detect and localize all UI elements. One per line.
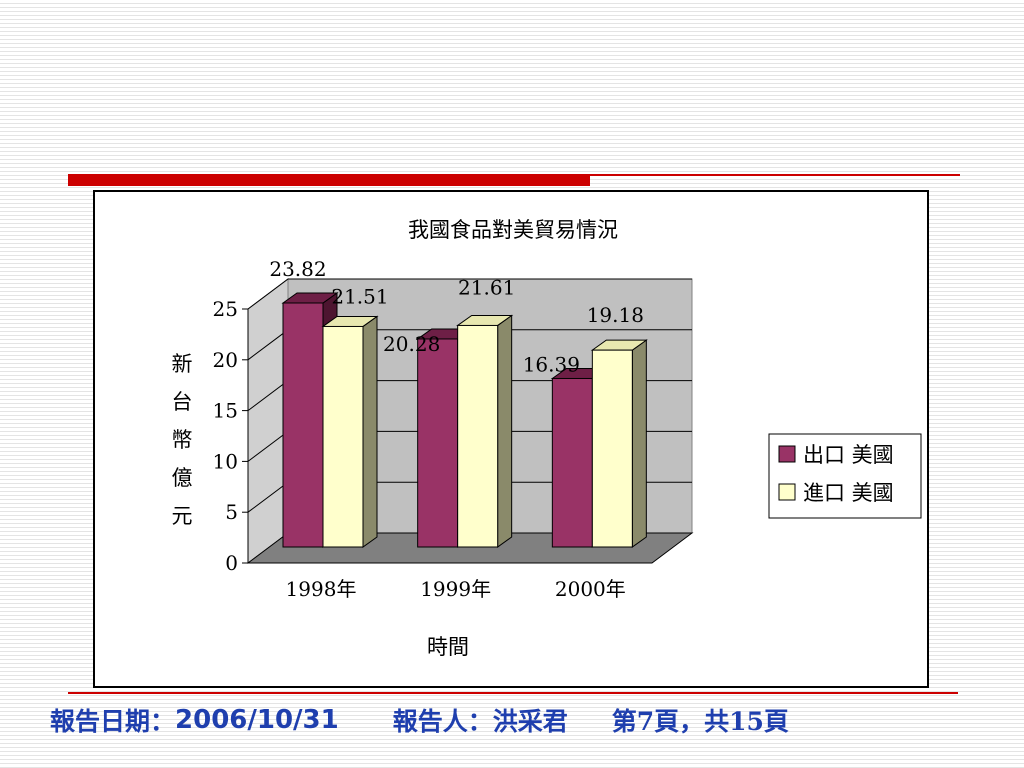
y-tick-label: 25 (213, 297, 238, 321)
y-axis-label-char: 新 (172, 352, 193, 376)
y-tick-label: 20 (213, 348, 238, 372)
chart-frame: 0 5 10 15 20 25 23.82 21.51 1998年 20.28 21.61 1999年… (93, 190, 929, 688)
data-label: 23.82 (269, 257, 326, 281)
footer: 報告日期： 2006/10/31 報告人：洪采君 第7頁，共15頁 (50, 698, 789, 742)
gridline (247, 278, 692, 310)
data-label: 21.61 (458, 275, 515, 299)
y-tick-label: 0 (225, 551, 238, 575)
bar (591, 349, 633, 548)
report-date-value: 2006/10/31 (175, 705, 339, 735)
data-label: 19.18 (587, 303, 644, 327)
chart-title: 我國食品對美貿易情況 (408, 218, 618, 242)
data-label: 21.51 (331, 284, 388, 308)
y-tick-label: 15 (213, 399, 238, 423)
y-tick-label: 10 (213, 449, 238, 473)
bar-side (631, 339, 647, 548)
reporter: 報告人：洪采君 (392, 707, 568, 736)
data-label: 20.28 (383, 332, 440, 356)
y-axis-label-char: 元 (172, 504, 193, 528)
bar-side (497, 314, 513, 548)
top-accent-bar (68, 174, 590, 186)
x-axis-label: 時間 (427, 635, 469, 659)
plot-side-wall (247, 278, 289, 564)
bar-side (362, 315, 378, 548)
bar (282, 302, 324, 548)
x-tick-label: 1998年 (286, 577, 357, 601)
legend-swatch (778, 483, 796, 501)
legend-swatch (778, 445, 796, 463)
legend-label: 進口 美國 (803, 481, 894, 505)
y-tick-label: 5 (225, 500, 238, 524)
y-axis-label-char: 台 (172, 390, 193, 414)
legend-label: 出口 美國 (803, 443, 894, 467)
top-accent-line (590, 174, 960, 176)
page-indicator: 第7頁，共15頁 (611, 707, 789, 736)
bar (551, 377, 593, 548)
y-axis-label-char: 億 (172, 466, 193, 490)
bar (417, 338, 459, 548)
data-label: 16.39 (523, 352, 580, 376)
bar (322, 325, 364, 548)
x-tick-label: 2000年 (555, 577, 626, 601)
y-axis-label-char: 幣 (172, 428, 193, 452)
bar (457, 324, 499, 548)
report-date-label: 報告日期： (50, 707, 176, 736)
bottom-accent-line (68, 692, 958, 694)
x-tick-label: 1999年 (420, 577, 491, 601)
